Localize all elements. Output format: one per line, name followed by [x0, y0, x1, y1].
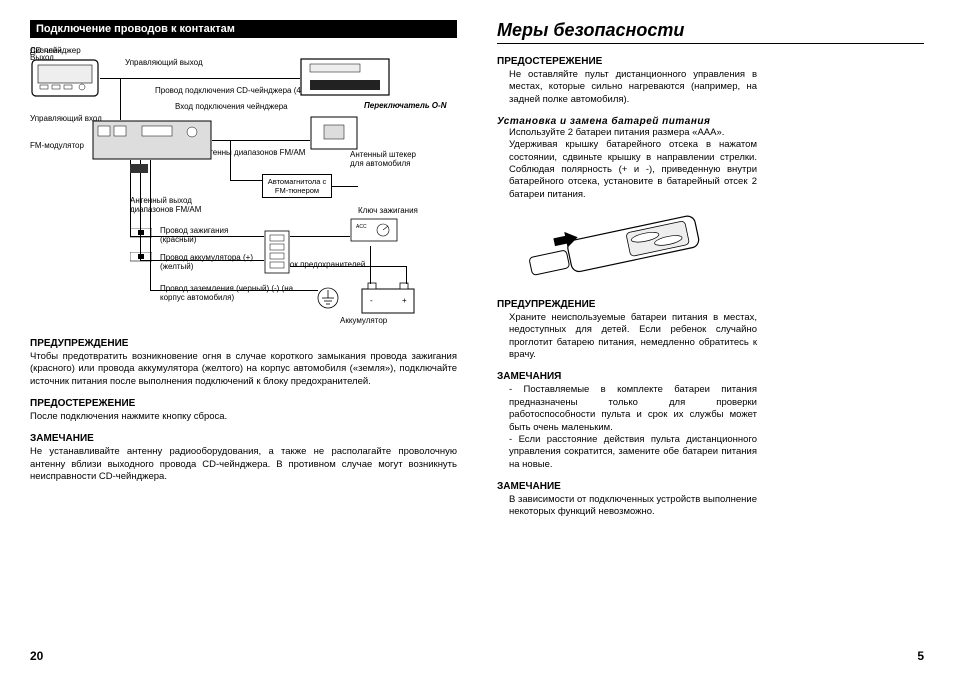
svg-text:-: -	[370, 296, 373, 305]
page-number-left: 20	[30, 649, 43, 663]
caution-body-r: Не оставляйте пульт дистанционного управ…	[497, 69, 757, 106]
label-ign-wire: Провод зажигания (красный)	[160, 226, 250, 244]
notes-head-r: ЗАМЕЧАНИЯ	[497, 371, 757, 382]
battery-install-body1: Используйте 2 батареи питания размера «A…	[497, 127, 757, 139]
caution-head-r: ПРЕДОСТЕРЕЖЕНИЕ	[497, 56, 757, 67]
display-icon	[30, 58, 100, 98]
ground-icon	[316, 286, 340, 310]
notes-body-r: - Поставляемые в комплекте батареи питан…	[497, 384, 757, 470]
page-number-right: 5	[917, 649, 924, 663]
cd-changer-icon	[300, 58, 390, 96]
title-wrap: Меры безопасности	[497, 20, 924, 44]
radio-box: Автомагнитола с FM-тюнером	[262, 174, 332, 198]
right-column: Меры безопасности ПРЕДОСТЕРЕЖЕНИЕ Не ост…	[497, 20, 924, 665]
connector-icon	[130, 228, 152, 238]
note-body: Не устанавливайте антенну радиооборудова…	[30, 446, 457, 483]
note2-body-r: В зависимости от подключенных устройств …	[497, 494, 757, 519]
svg-text:+: +	[402, 296, 407, 305]
left-text-block: ПРЕДУПРЕЖДЕНИЕ Чтобы предотвратить возни…	[30, 338, 457, 483]
section-header: Подключение проводов к контактам	[30, 20, 457, 38]
caution-head: ПРЕДОСТЕРЕЖЕНИЕ	[30, 398, 457, 409]
wiring-diagram: Дисплей CD-чейнджер Выход Управляющий вы…	[30, 46, 457, 326]
label-ant-plug: Антенный штекер для автомобиля	[350, 150, 430, 168]
note2-head-r: ЗАМЕЧАНИЕ	[497, 481, 757, 492]
label-ignition: Ключ зажигания	[358, 206, 418, 215]
label-fm-mod: FM-модулятор	[30, 141, 84, 150]
left-column: Подключение проводов к контактам Дисплей…	[30, 20, 457, 665]
battery-install-head: Установка и замена батарей питания	[497, 116, 757, 127]
ignition-icon: ACC	[350, 218, 398, 248]
label-changer-in: Вход подключения чейнджера	[175, 102, 288, 111]
connector-icon	[130, 252, 152, 262]
label-battery: Аккумулятор	[340, 316, 387, 325]
battery-icon: - +	[360, 281, 416, 315]
label-switch: Переключатель O-N	[364, 101, 446, 110]
connector-icon	[130, 164, 148, 174]
switch-box-icon	[310, 116, 358, 150]
label-ground: Провод заземления (черный) (-) (на корпу…	[160, 284, 310, 302]
label-batt-wire: Провод аккумулятора (+) (желтый)	[160, 253, 270, 271]
remote-battery-illustration	[509, 215, 709, 285]
label-cd-cable: Провод подключения CD-чейнджера (4)	[155, 86, 303, 95]
warning-head: ПРЕДУПРЕЖДЕНИЕ	[30, 338, 457, 349]
battery-install-body2: Удерживая крышку батарейного отсека в на…	[497, 139, 757, 201]
warning-body: Чтобы предотвратить возникновение огня в…	[30, 351, 457, 388]
label-fmam-out: Антенный выход диапазонов FM/AM	[130, 196, 210, 214]
label-fuse-box: Блок предохранителей	[280, 260, 365, 269]
svg-text:ACC: ACC	[356, 224, 367, 230]
fm-modulator-icon	[92, 120, 212, 160]
warning-body-r: Храните неиспользуемые батареи питания в…	[497, 312, 757, 361]
warning-head-r: ПРЕДУПРЕЖДЕНИЕ	[497, 299, 757, 310]
main-title: Меры безопасности	[497, 20, 924, 41]
caution-body: После подключения нажмите кнопку сброса.	[30, 411, 457, 423]
label-control-out: Управляющий выход	[125, 58, 203, 67]
fuse-box-icon	[264, 230, 290, 274]
note-head: ЗАМЕЧАНИЕ	[30, 433, 457, 444]
